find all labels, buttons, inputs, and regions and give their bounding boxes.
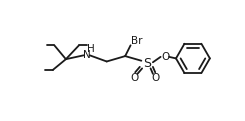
Text: O: O [130,73,138,83]
Text: H: H [87,44,94,54]
Text: Br: Br [131,36,143,46]
Text: O: O [161,52,169,62]
Text: S: S [143,57,151,70]
Text: N: N [83,50,91,60]
Text: O: O [152,73,160,83]
